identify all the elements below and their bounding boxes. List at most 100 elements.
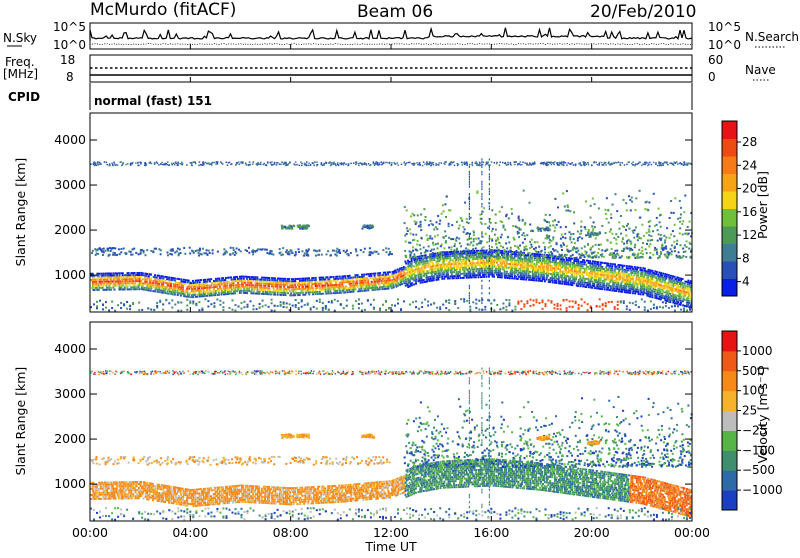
data-cell	[122, 280, 124, 282]
data-cell	[612, 281, 614, 283]
data-cell	[578, 304, 580, 306]
data-cell	[567, 261, 569, 263]
data-cell	[397, 269, 399, 271]
data-cell	[240, 280, 242, 282]
data-cell	[565, 269, 567, 271]
data-cell	[305, 278, 307, 280]
data-cell	[433, 275, 435, 277]
data-cell	[330, 282, 332, 284]
data-cell	[114, 310, 116, 312]
data-cell	[677, 299, 679, 301]
data-cell	[312, 287, 314, 289]
data-cell	[313, 165, 315, 167]
data-cell	[520, 274, 522, 276]
data-cell	[378, 280, 380, 282]
data-cell	[305, 286, 307, 288]
data-cell	[463, 269, 465, 271]
data-cell	[376, 161, 378, 163]
data-cell	[462, 226, 464, 228]
data-cell	[560, 238, 562, 240]
data-cell	[373, 163, 375, 165]
data-cell	[627, 280, 629, 282]
data-cell	[446, 259, 448, 261]
data-cell	[524, 260, 526, 262]
data-cell	[188, 294, 190, 296]
data-cell	[413, 253, 415, 255]
data-cell	[260, 162, 262, 164]
data-cell	[200, 279, 202, 281]
data-cell	[394, 305, 396, 307]
data-cell	[612, 263, 614, 265]
data-cell	[608, 301, 610, 303]
data-cell	[302, 294, 304, 296]
data-cell	[543, 258, 545, 260]
data-cell	[626, 240, 628, 242]
data-cell	[661, 275, 663, 277]
data-cell	[579, 275, 581, 277]
data-cell	[621, 265, 623, 267]
data-cell	[112, 272, 114, 274]
data-cell	[213, 288, 215, 290]
data-cell	[630, 274, 632, 276]
data-cell	[607, 209, 609, 211]
data-cell	[249, 282, 251, 284]
data-cell	[355, 300, 357, 302]
data-cell	[376, 287, 378, 289]
data-cell	[640, 293, 642, 295]
data-cell	[549, 259, 551, 261]
data-cell	[267, 281, 269, 283]
data-cell	[515, 270, 517, 272]
data-cell	[388, 288, 390, 290]
data-cell	[472, 162, 474, 164]
data-cell	[349, 289, 351, 291]
data-cell	[444, 203, 446, 205]
data-cell	[548, 273, 550, 275]
data-cell	[569, 210, 571, 212]
data-cell	[463, 273, 465, 275]
data-cell	[469, 262, 471, 264]
data-cell	[688, 233, 690, 235]
data-cell	[481, 270, 483, 272]
data-cell	[619, 276, 621, 278]
data-cell	[277, 292, 279, 294]
data-cell	[364, 309, 366, 311]
data-cell	[310, 165, 312, 167]
data-cell	[554, 198, 556, 200]
data-cell	[598, 244, 600, 246]
data-cell	[162, 282, 164, 284]
data-cell	[342, 277, 344, 279]
data-cell	[168, 279, 170, 281]
data-cell	[548, 247, 550, 249]
data-cell	[670, 248, 672, 250]
data-cell	[665, 302, 667, 304]
data-cell	[112, 287, 114, 289]
data-cell	[227, 287, 229, 289]
data-cell	[247, 306, 249, 308]
data-cell	[227, 291, 229, 293]
data-cell	[415, 234, 417, 236]
data-cell	[337, 284, 339, 286]
data-cell	[246, 292, 248, 294]
data-cell	[419, 272, 421, 274]
data-cell	[308, 283, 310, 285]
data-cell	[603, 163, 605, 165]
data-cell	[156, 281, 158, 283]
data-cell	[451, 224, 453, 226]
data-cell	[280, 286, 282, 288]
data-cell	[536, 261, 538, 263]
data-cell	[688, 248, 690, 250]
data-cell	[257, 289, 259, 291]
data-cell	[409, 267, 411, 269]
data-cell	[273, 285, 275, 287]
data-cell	[533, 277, 535, 279]
data-cell	[520, 300, 522, 302]
data-cell	[110, 289, 112, 291]
data-cell	[289, 303, 291, 305]
data-cell	[437, 262, 439, 264]
data-cell	[224, 279, 226, 281]
data-cell	[201, 309, 203, 311]
data-cell	[658, 292, 660, 294]
data-cell	[347, 279, 349, 281]
data-cell	[391, 283, 393, 285]
data-cell	[480, 260, 482, 262]
